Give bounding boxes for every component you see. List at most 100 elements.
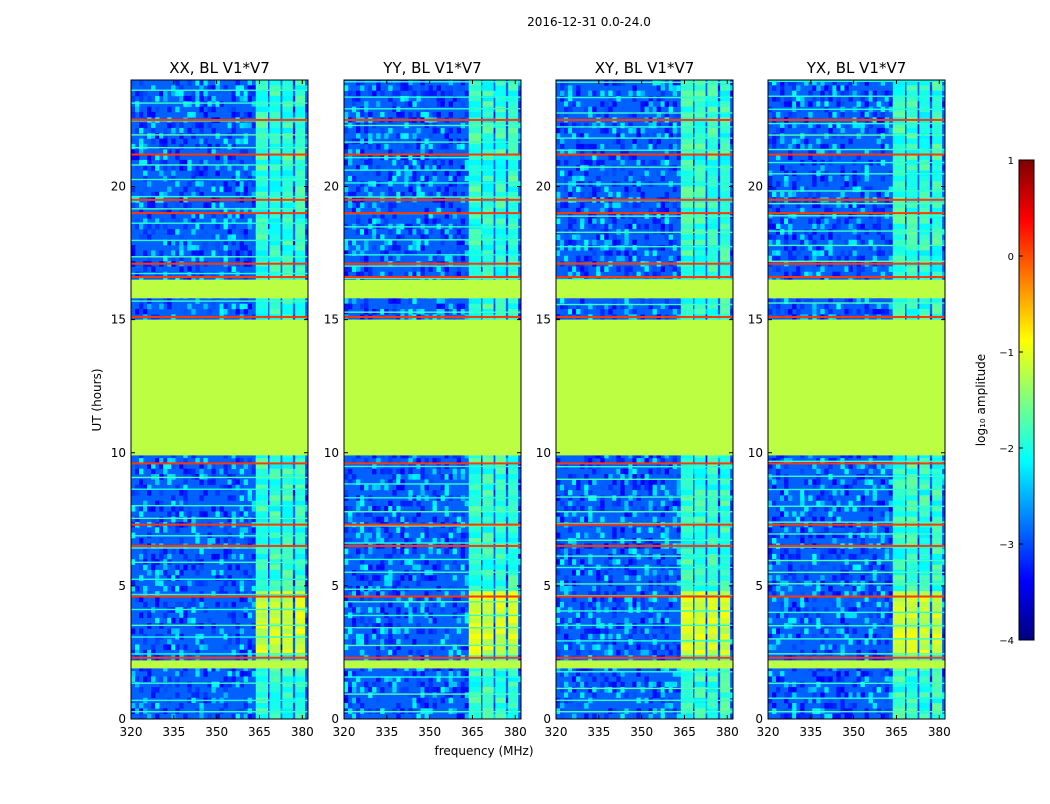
heatmap-cell	[364, 128, 368, 134]
heatmap-cell	[465, 91, 469, 97]
heatmap-cell	[360, 650, 364, 656]
heatmap-cell	[240, 495, 244, 501]
channel-band-4	[295, 224, 305, 230]
heatmap-cell	[248, 538, 252, 544]
channel-band-4	[295, 234, 305, 240]
heatmap-cell	[400, 549, 404, 555]
heatmap-cell	[143, 165, 147, 171]
heatmap-cell	[195, 123, 199, 129]
heatmap-cell	[195, 692, 199, 698]
heatmap-cell	[248, 250, 252, 256]
heatmap-cell	[465, 575, 469, 581]
time-line	[131, 240, 308, 241]
heatmap-cell	[187, 245, 191, 251]
heatmap-cell	[215, 80, 219, 86]
heatmap-cell	[433, 490, 437, 496]
heatmap-cell	[457, 671, 461, 677]
heatmap-cell	[380, 687, 384, 693]
heatmap-cell	[449, 602, 453, 608]
heatmap-cell	[372, 687, 376, 693]
heatmap-cell	[360, 256, 364, 262]
heatmap-cell	[220, 187, 224, 193]
channel-band-3	[282, 229, 293, 235]
heatmap-cell	[392, 650, 396, 656]
channel-band-1	[469, 581, 481, 587]
heatmap-cell	[143, 586, 147, 592]
heatmap-cell	[348, 671, 352, 677]
heatmap-cell	[220, 469, 224, 475]
heatmap-cell	[356, 112, 360, 118]
heatmap-cell	[404, 245, 408, 251]
heatmap-cell	[416, 575, 420, 581]
heatmap-cell	[441, 128, 445, 134]
heatmap-cell	[433, 692, 437, 698]
heatmap-cell	[457, 266, 461, 272]
heatmap-cell	[199, 511, 203, 517]
heatmap-cell	[380, 245, 384, 251]
heatmap-cell	[465, 602, 469, 608]
heatmap-cell	[461, 533, 465, 539]
heatmap-cell	[163, 676, 167, 682]
heatmap-cell	[195, 687, 199, 693]
heatmap-cell	[159, 692, 163, 698]
heatmap-cell	[167, 479, 171, 485]
heatmap-cell	[240, 644, 244, 650]
heatmap-cell	[244, 133, 248, 139]
heatmap-cell	[244, 96, 248, 102]
heatmap-cell	[396, 527, 400, 533]
x-tick-label: 350	[205, 725, 228, 739]
heatmap-cell	[139, 144, 143, 150]
heatmap-cell	[139, 565, 143, 571]
heatmap-cell	[183, 517, 187, 523]
channel-band-2	[269, 171, 280, 177]
heatmap-cell	[416, 565, 420, 571]
heatmap-cell	[396, 607, 400, 613]
heatmap-cell	[360, 501, 364, 507]
heatmap-cell	[199, 80, 203, 86]
heatmap-cell	[244, 139, 248, 145]
heatmap-cell	[416, 501, 420, 507]
heatmap-cell	[461, 671, 465, 677]
heatmap-cell	[167, 176, 171, 182]
channel-band-2	[269, 176, 280, 182]
channel-band-3	[282, 692, 293, 698]
channel-band-2	[269, 692, 280, 698]
heatmap-cell	[372, 634, 376, 640]
heatmap-cell	[400, 469, 404, 475]
heatmap-cell	[376, 133, 380, 139]
heatmap-cell	[151, 644, 155, 650]
heatmap-cell	[159, 570, 163, 576]
heatmap-cell	[203, 229, 207, 235]
channel-band-1	[469, 602, 481, 608]
heatmap-cell	[348, 240, 352, 246]
heatmap-cell	[224, 309, 228, 315]
channel-band-1	[469, 692, 481, 698]
channel-band-2	[482, 133, 493, 139]
channel-band-1	[469, 298, 481, 304]
heatmap-cell	[428, 682, 432, 688]
heatmap-cell	[159, 171, 163, 177]
heatmap-cell	[207, 101, 211, 107]
heatmap-cell	[220, 575, 224, 581]
heatmap-cell	[360, 527, 364, 533]
heatmap-cell	[175, 229, 179, 235]
heatmap-cell	[396, 703, 400, 709]
heatmap-cell	[344, 692, 348, 698]
heatmap-cell	[179, 570, 183, 576]
heatmap-cell	[159, 549, 163, 555]
channel-band-1	[256, 165, 268, 171]
heatmap-cell	[372, 245, 376, 251]
heatmap-cell	[396, 133, 400, 139]
heatmap-cell	[159, 304, 163, 310]
heatmap-cell	[392, 639, 396, 645]
heatmap-cell	[420, 671, 424, 677]
channel-band-4	[295, 91, 305, 97]
heatmap-cell	[236, 250, 240, 256]
heatmap-cell	[388, 506, 392, 512]
heatmap-cell	[428, 639, 432, 645]
heatmap-cell	[211, 250, 215, 256]
channel-band-1	[256, 581, 268, 587]
heatmap-cell	[449, 692, 453, 698]
heatmap-cell	[449, 91, 453, 97]
heatmap-cell	[404, 575, 408, 581]
